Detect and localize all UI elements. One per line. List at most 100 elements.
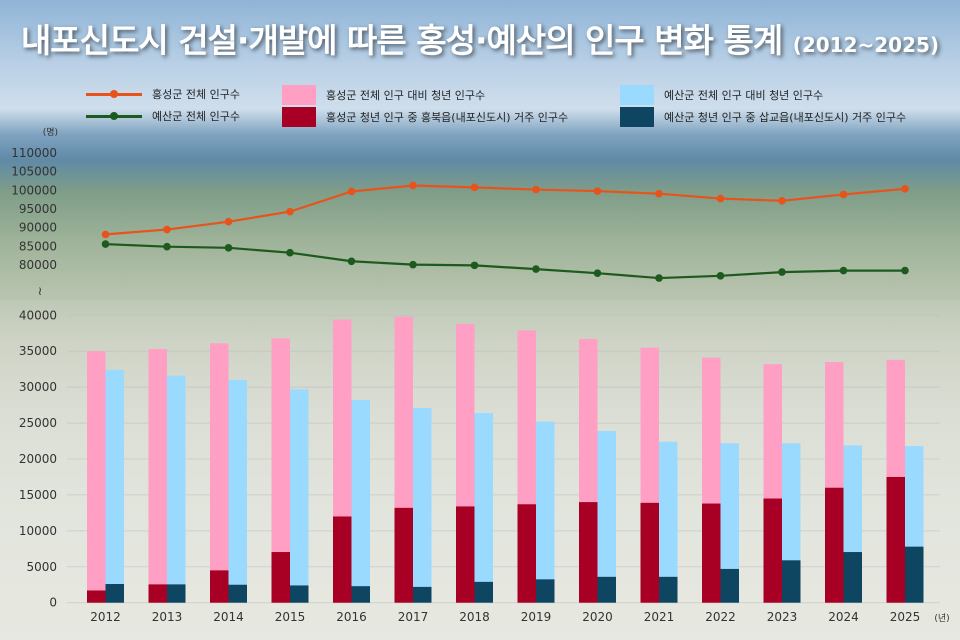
x-tick-label: 2018 <box>459 610 490 624</box>
yesan-total-point <box>163 242 171 251</box>
yesan-youth-bar <box>536 421 555 603</box>
hongbuk-bar <box>763 498 782 603</box>
title-main: 내포신도시 건설·개발에 따른 홍성·예산의 인구 변화 통계 <box>20 21 783 60</box>
hongseong-total-point <box>532 185 540 194</box>
y-tick-label: 100000 <box>11 183 57 197</box>
hongbuk-bar <box>394 507 413 603</box>
y-tick-label: 15000 <box>19 488 57 502</box>
hongseong-total-point <box>839 190 848 199</box>
hongseong-total-point <box>901 185 909 193</box>
sapgyo-bar <box>105 584 124 603</box>
x-tick-label: 2013 <box>152 610 183 624</box>
yesan-total-point <box>224 244 233 252</box>
x-tick-label: 2024 <box>828 610 859 624</box>
legend-swatch <box>620 107 654 127</box>
x-tick-label: 2015 <box>275 610 306 624</box>
y-tick-label: 35000 <box>19 344 57 358</box>
yesan-total-point <box>655 274 663 282</box>
y-tick-label: 25000 <box>19 416 57 430</box>
hongbuk-bar <box>271 552 290 603</box>
hongbuk-bar <box>148 584 167 603</box>
hongseong-total-point <box>716 194 725 203</box>
legend-label: 예산군 전체 인구수 <box>152 110 240 123</box>
hongseong-total-line <box>105 184 906 236</box>
legend-swatch <box>620 85 654 105</box>
hongbuk-bar <box>333 516 352 603</box>
y-tick-label: 110000 <box>11 146 57 160</box>
yesan-total-point <box>347 257 356 266</box>
y-tick-label: 0 <box>49 596 57 610</box>
x-tick-label: 2020 <box>582 610 613 624</box>
hongbuk-bar <box>456 506 475 603</box>
hongseong-total-point <box>101 230 110 239</box>
x-tick-label: 2019 <box>521 610 552 624</box>
legend-hongbuk: 홍성군 청년 인구 중 홍북읍(내포신도시) 거주 인구수 <box>282 107 568 127</box>
hongseong-total-point <box>778 196 786 205</box>
hongbuk-bar <box>825 487 844 603</box>
yesan-youth-bar <box>290 389 309 603</box>
hongseong-total-point <box>593 187 602 195</box>
yesan-total-point <box>101 240 110 248</box>
y-unit-label: (명) <box>43 127 58 138</box>
y-tick-label: 80000 <box>19 258 57 272</box>
y-tick-label: 90000 <box>19 221 57 235</box>
hongseong-total-point <box>224 217 233 226</box>
yesan-total-point <box>839 266 848 275</box>
legend-label: 홍성군 청년 인구 중 홍북읍(내포신도시) 거주 인구수 <box>326 111 569 124</box>
y-tick-label: 95000 <box>19 202 57 216</box>
sapgyo-bar <box>228 584 247 603</box>
x-tick-label: 2025 <box>890 610 921 624</box>
yesan-total-point <box>778 268 786 276</box>
legend-yesan-youth: 예산군 전체 인구 대비 청년 인구수 <box>620 85 823 105</box>
hongbuk-bar <box>210 570 229 603</box>
legend-hongseong-total: 홍성군 전체 인구수 <box>86 86 240 102</box>
x-tick-label: 2012 <box>90 610 121 624</box>
hongseong-total-point <box>286 207 294 216</box>
yesan-youth-bar <box>597 430 616 603</box>
y-tick-label: 5000 <box>26 560 57 574</box>
y-tick-label: 85000 <box>19 239 57 253</box>
hongseong-total-point <box>163 225 171 234</box>
yesan-youth-bar <box>167 375 186 603</box>
yesan-total-point <box>716 272 725 280</box>
y-tick-label: 40000 <box>19 308 57 322</box>
hongseong-youth-bar <box>148 349 167 603</box>
x-tick-label: 2021 <box>644 610 675 624</box>
hongseong-total-point <box>409 181 417 190</box>
legend-swatch <box>282 107 316 127</box>
sapgyo-bar <box>905 546 924 603</box>
yesan-youth-bar <box>413 407 432 603</box>
y-tick-label: 20000 <box>19 452 57 466</box>
x-tick-label: 2016 <box>336 610 367 624</box>
title-years: (2012~2025) <box>792 33 940 57</box>
sapgyo-bar <box>720 568 739 603</box>
x-tick-label: 2023 <box>767 610 798 624</box>
sapgyo-bar <box>782 560 801 603</box>
yesan-total-point <box>593 269 602 278</box>
hongbuk-bar <box>579 502 598 603</box>
yesan-youth-bar <box>105 369 124 603</box>
yesan-youth-bar <box>228 379 247 603</box>
sapgyo-bar <box>659 576 678 603</box>
y-tick-label: 105000 <box>11 165 57 179</box>
x-tick-label: 2014 <box>213 610 244 624</box>
legend-label: 홍성군 전체 인구수 <box>152 88 240 101</box>
yesan-total-point <box>409 260 417 269</box>
axis-break-icon: ≀ <box>38 284 43 298</box>
y-tick-label: 30000 <box>19 380 57 394</box>
x-unit-label: (년) <box>934 613 949 624</box>
sapgyo-bar <box>351 586 370 603</box>
legend-label: 예산군 청년 인구 중 삽교읍(내포신도시) 거주 인구수 <box>664 111 907 124</box>
yesan-total-point <box>901 266 909 275</box>
hongseong-total-point <box>347 187 356 196</box>
sapgyo-bar <box>474 581 493 603</box>
legend-label: 예산군 전체 인구 대비 청년 인구수 <box>664 89 824 102</box>
sapgyo-bar <box>597 576 616 603</box>
hongseong-total-point <box>655 189 663 198</box>
yesan-total-point <box>286 248 294 257</box>
yesan-total-line <box>105 242 905 280</box>
yesan-youth-bar <box>659 441 678 603</box>
hongbuk-bar <box>640 502 659 603</box>
hongbuk-bar <box>702 503 721 603</box>
